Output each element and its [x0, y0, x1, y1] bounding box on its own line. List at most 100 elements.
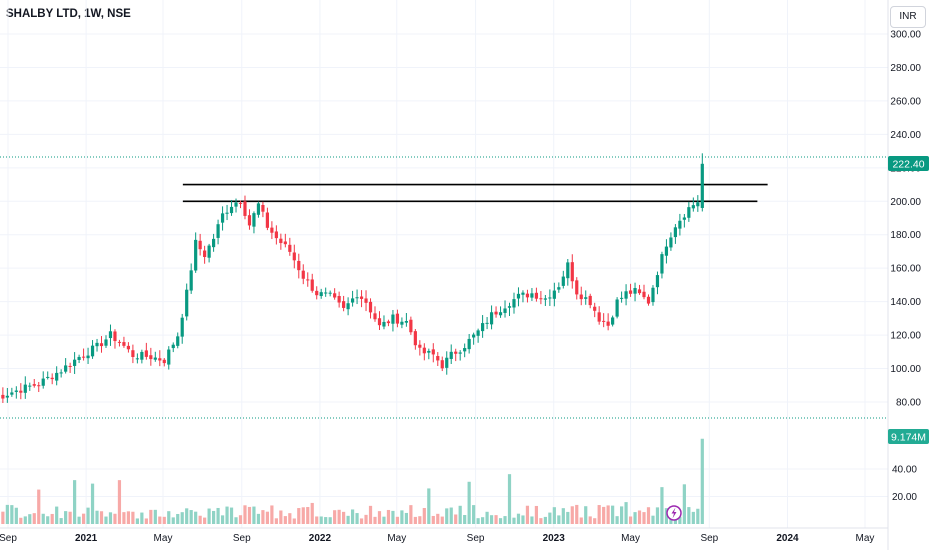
- candle-body: [364, 298, 368, 303]
- candle-body: [319, 292, 323, 297]
- currency-button[interactable]: INR: [890, 6, 926, 28]
- candle-body: [512, 299, 516, 308]
- x-tick-label: May: [387, 533, 406, 544]
- volume-bar: [342, 511, 346, 524]
- volume-bar: [637, 510, 642, 524]
- volume-bar: [440, 516, 444, 524]
- candle-body: [350, 298, 355, 303]
- x-tick-label: May: [856, 533, 875, 544]
- volume-bar: [207, 508, 211, 524]
- volume-bar: [333, 510, 337, 524]
- candle-body: [167, 349, 171, 365]
- volume-bar: [489, 515, 494, 524]
- volume-bar: [220, 515, 225, 524]
- candle-body: [606, 321, 610, 326]
- volume-bar: [225, 506, 229, 524]
- volume-bar: [355, 513, 359, 524]
- candle-body: [140, 351, 144, 360]
- volume-bar: [570, 506, 574, 524]
- volume-bar: [153, 509, 157, 524]
- volume-bar: [194, 511, 198, 524]
- volume-bar: [324, 517, 328, 524]
- volume-bar: [619, 506, 624, 524]
- candle-body: [261, 204, 265, 212]
- candle-body: [108, 331, 113, 339]
- x-tick-label: 2022: [309, 533, 332, 544]
- volume-bar: [55, 506, 59, 524]
- candle-body: [144, 350, 148, 357]
- volume-bar: [292, 518, 296, 524]
- volume-bar: [404, 512, 408, 524]
- candle-body: [81, 356, 86, 358]
- volume-bar: [46, 516, 50, 524]
- symbol-title[interactable]: SHALBY LTD, 1W, NSE: [6, 8, 131, 20]
- candle-body: [279, 238, 283, 244]
- volume-bar: [256, 513, 261, 524]
- candle-body: [283, 241, 287, 245]
- lightning-icon[interactable]: [666, 505, 682, 521]
- candle-body: [59, 372, 63, 374]
- y-tick-label: 240.00: [890, 130, 921, 141]
- volume-bar: [315, 516, 319, 524]
- volume-bar: [516, 513, 521, 524]
- volume-bar: [368, 505, 373, 524]
- resistance-lines: [182, 183, 768, 203]
- volume-bar: [606, 505, 610, 524]
- volume-bar: [73, 480, 77, 524]
- candle-body: [691, 205, 695, 209]
- candle-body: [481, 323, 485, 332]
- candle-body: [489, 312, 494, 325]
- volume-bar: [158, 516, 162, 524]
- volume-bar: [265, 511, 270, 524]
- candle-body: [220, 213, 225, 223]
- candle-body: [669, 237, 673, 248]
- volume-bar: [395, 516, 400, 524]
- volume-bar: [548, 512, 552, 524]
- volume-bar: [445, 508, 449, 524]
- candle-body: [637, 289, 642, 294]
- candle-body: [561, 276, 565, 286]
- volume-bar: [615, 516, 619, 524]
- volume-bar: [301, 507, 305, 524]
- candle-body: [575, 280, 579, 295]
- y-tick-label: 300.00: [890, 30, 921, 41]
- candlesticks: [1, 153, 704, 403]
- volume-bar: [229, 507, 234, 524]
- candle-body: [337, 295, 341, 303]
- candle-body: [664, 246, 669, 256]
- candle-body: [431, 349, 435, 355]
- volume-bar: [32, 513, 36, 524]
- candle-body: [90, 345, 95, 357]
- volume-bar: [68, 511, 72, 524]
- candle-body: [651, 287, 655, 303]
- volume-bar: [651, 515, 655, 524]
- y-tick-label: 160.00: [890, 264, 921, 275]
- volume-bar: [579, 517, 583, 524]
- candle-body: [359, 296, 364, 299]
- candle-body: [588, 295, 592, 306]
- candle-body: [14, 390, 18, 392]
- candle-body: [413, 331, 417, 346]
- candle-body: [584, 297, 588, 299]
- volume-bar: [494, 515, 498, 524]
- volume-bar: [359, 518, 364, 524]
- candle-body: [19, 390, 23, 393]
- candle-body: [32, 384, 36, 386]
- volume-bar: [382, 516, 386, 524]
- candle-body: [404, 320, 408, 323]
- candle-body: [660, 254, 664, 274]
- volume-bar: [77, 516, 81, 524]
- candle-body: [247, 215, 252, 226]
- candle-body: [180, 317, 184, 337]
- volume-bar: [19, 517, 23, 524]
- x-tick-label: May: [154, 533, 173, 544]
- volume-bar: [185, 508, 189, 524]
- candle-body: [463, 348, 467, 352]
- volume-bar: [642, 512, 646, 524]
- y-tick-label: 200.00: [890, 197, 921, 208]
- y-tick-label: 80.00: [896, 398, 921, 409]
- candle-body: [633, 288, 637, 294]
- candle-body: [104, 339, 108, 346]
- volume-bar: [588, 516, 592, 524]
